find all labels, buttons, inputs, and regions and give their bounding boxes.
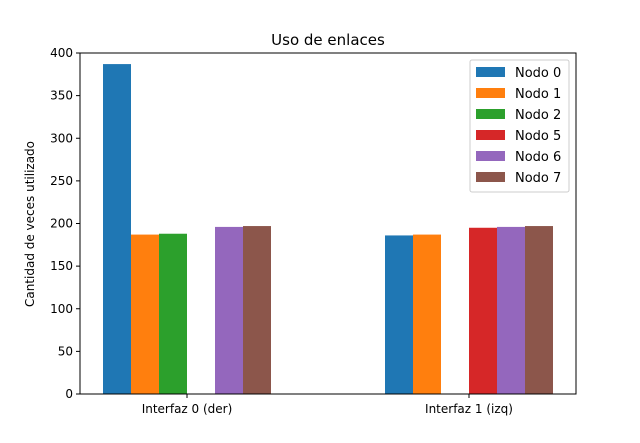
legend-entry: Nodo 6 [515, 150, 561, 165]
bar-nodo-0-cat-1 [385, 235, 413, 394]
legend-swatch [476, 151, 505, 161]
bar-nodo-0-cat-0 [103, 64, 131, 395]
legend-swatch [476, 88, 505, 98]
y-tick-label: 300 [50, 131, 73, 145]
bar-nodo-1-cat-1 [413, 234, 441, 394]
legend-entry: Nodo 0 [515, 66, 561, 81]
bar-nodo-6-cat-1 [497, 226, 525, 394]
bar-nodo-6-cat-0 [215, 226, 243, 394]
bar-nodo-2-cat-0 [159, 233, 187, 394]
bar-nodo-5-cat-1 [469, 227, 497, 394]
bar-nodo-1-cat-0 [131, 234, 159, 394]
legend-swatch [476, 172, 505, 182]
legend-entry: Nodo 7 [515, 171, 561, 186]
legend-swatch [476, 109, 505, 119]
y-tick-label: 400 [50, 46, 73, 60]
chart-title: Uso de enlaces [271, 31, 385, 49]
bar-nodo-7-cat-1 [525, 226, 553, 394]
legend-entry: Nodo 1 [515, 87, 561, 102]
y-tick-label: 200 [50, 217, 73, 231]
legend: Nodo 0 Nodo 1 Nodo 2 Nodo 5 Nodo 6 Nodo 7 [469, 59, 570, 193]
bar-nodo-7-cat-0 [243, 226, 271, 394]
y-tick-label: 150 [50, 259, 73, 273]
y-tick-label: 50 [58, 344, 73, 358]
legend-entry: Nodo 2 [515, 108, 561, 123]
axes-group: 0 50 100 150 200 250 300 350 400 Interfaz 0 (der)… [50, 46, 577, 416]
x-tick-label: Interfaz 1 (izq) [425, 402, 513, 416]
y-tick-label: 250 [50, 174, 73, 188]
y-tick-label: 100 [50, 302, 73, 316]
legend-entry: Nodo 5 [515, 129, 561, 144]
legend-swatch [476, 130, 505, 140]
legend-swatch [476, 67, 505, 77]
y-tick-label: 350 [50, 89, 73, 103]
y-axis-label: Cantidad de veces utilizado [23, 141, 37, 307]
x-tick-label: Interfaz 0 (der) [142, 402, 233, 416]
y-tick-label: 0 [65, 387, 73, 401]
bars-group [103, 64, 553, 395]
